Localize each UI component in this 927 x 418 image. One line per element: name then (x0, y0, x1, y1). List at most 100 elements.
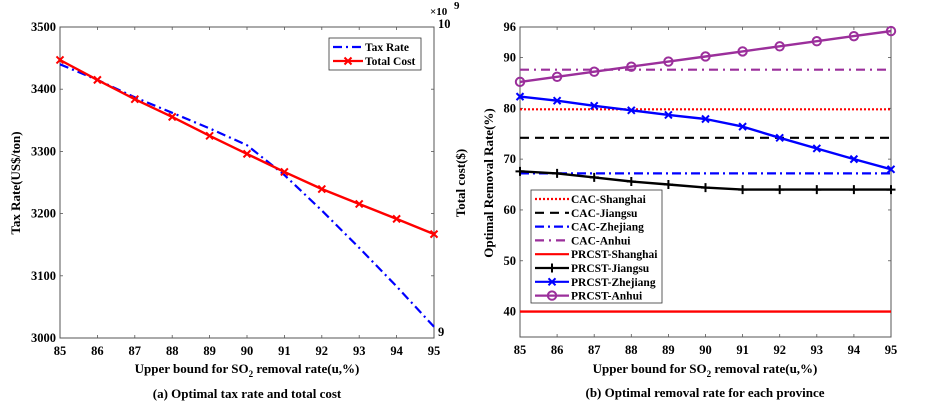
x-tick-label: 92 (773, 343, 786, 357)
legend-label: CAC-Zhejiang (571, 222, 644, 234)
chart-b-ylabel: Optimal Removal Rate(%) (481, 108, 496, 257)
data-point-marker (167, 112, 177, 122)
data-point-marker (775, 185, 785, 195)
legend-label: CAC-Shanghai (571, 194, 647, 206)
data-point-marker (812, 144, 822, 153)
x-tick-label: 92 (316, 344, 329, 358)
legend-entry: CAC-Jiangsu (535, 208, 638, 220)
data-point-marker (663, 180, 673, 190)
x-tick-label: 95 (885, 343, 898, 357)
x-tick-label: 87 (129, 344, 142, 358)
data-point-marker (552, 168, 562, 178)
chart-a-xlabel: Upper bound for SO2 removal rate(u,%) (135, 361, 360, 379)
chart-b-xlabel-prefix: Upper bound for SO (593, 361, 707, 376)
data-point-marker (552, 96, 562, 105)
data-point-marker (589, 101, 599, 110)
chart-a-plot-frame (59, 26, 435, 339)
chart-b-y-ticks: 40 50 60 70 80 90 96 (504, 20, 891, 319)
data-point-marker (589, 66, 600, 77)
data-point-marker (885, 25, 897, 37)
data-point-marker (55, 55, 65, 65)
legend-entry: PRCST-Zhejiang (535, 277, 656, 289)
chart-b-caption: (b) Optimal removal rate for each provin… (585, 385, 824, 400)
data-point-marker (738, 122, 747, 131)
series-tax-rate (59, 63, 435, 328)
chart-b-legend-box (530, 189, 663, 304)
y-tick-label: 3000 (31, 331, 56, 345)
data-point-marker (429, 229, 439, 239)
series-total-cost (55, 55, 439, 239)
data-point-marker (737, 46, 748, 57)
x-tick-label: 88 (625, 343, 638, 357)
x-tick-label: 86 (91, 344, 104, 358)
legend-marker (546, 290, 558, 301)
data-point-marker (626, 176, 636, 186)
legend-entry: CAC-Zhejiang (535, 222, 644, 234)
chart-b: 85 86 87 88 89 90 91 92 93 94 95 40 50 60 70 80 90 96 Op… (481, 20, 897, 400)
data-point-marker (811, 36, 822, 47)
data-point-marker (515, 166, 525, 176)
chart-b-legend: CAC-Shanghai CAC-Jiangsu CAC-ZhejiangCAC-A… (530, 189, 663, 304)
legend-marker (547, 277, 557, 287)
data-point-marker (551, 71, 563, 83)
x-tick-label: 89 (662, 343, 675, 357)
data-point-marker (701, 114, 710, 124)
y-tick-label: 70 (504, 152, 517, 166)
y-tick-label: 3500 (31, 20, 56, 34)
data-point-marker (848, 30, 860, 42)
data-point-marker (515, 92, 525, 101)
data-point-marker (664, 110, 673, 120)
series-line (519, 29, 892, 84)
x-tick-label: 94 (390, 344, 403, 358)
chart-b-xlabel-suffix: removal rate(u,%) (711, 361, 817, 376)
legend-entry: Total Cost (333, 56, 416, 68)
legend-label: PRCST-Jiangsu (571, 263, 650, 275)
data-point-marker (701, 183, 710, 193)
chart-a-y2label: Total cost($) (453, 149, 468, 218)
legend-marker (343, 56, 353, 66)
chart-a-legend-box (328, 37, 422, 71)
data-point-marker (280, 167, 289, 177)
chart-b-xlabel: Upper bound for SO2 removal rate(u,%) (593, 361, 818, 379)
data-point-marker (627, 106, 636, 115)
data-point-marker (354, 199, 364, 209)
series-line (59, 58, 435, 236)
chart-b-series (514, 25, 897, 313)
x-tick-label: 94 (848, 343, 861, 357)
data-point-marker (663, 56, 674, 67)
x-tick-label: 90 (699, 343, 712, 357)
chart-a-xlabel-sub: 2 (249, 369, 254, 379)
data-point-marker (242, 149, 252, 159)
data-point-marker (775, 133, 784, 142)
y-tick-label: 80 (504, 101, 517, 115)
chart-b-xlabel-sub: 2 (707, 369, 712, 379)
data-point-marker (738, 185, 748, 195)
y-tick-label: 3300 (31, 144, 56, 158)
legend-marker (547, 263, 557, 273)
series-line (519, 95, 892, 171)
y-tick-label: 90 (504, 50, 517, 64)
chart-a-x-ticks: 85 86 87 88 89 90 91 92 93 94 95 (54, 27, 441, 358)
chart-a-y2-exponent: 9 (454, 0, 460, 12)
chart-a-y-ticks: 3000 3100 3200 3300 3400 3500 (31, 20, 63, 345)
legend-entry: PRCST-Shanghai (535, 249, 658, 261)
x-tick-label: 88 (166, 344, 179, 358)
chart-b-x-ticks: 85 86 87 88 89 90 91 92 93 94 95 (514, 27, 898, 357)
legend-label: CAC-Anhui (571, 235, 631, 247)
y-tick-label: 40 (504, 305, 517, 319)
y-tick-label: 60 (504, 203, 517, 217)
chart-a-caption: (a) Optimal tax rate and total cost (153, 386, 342, 401)
series-prcst-jiangsu (515, 166, 896, 195)
legend-entry: PRCST-Jiangsu (535, 263, 650, 275)
x-tick-label: 93 (353, 344, 366, 358)
data-point-marker (589, 172, 599, 182)
y-tick-label: 96 (504, 20, 517, 34)
x-tick-label: 95 (428, 344, 441, 358)
y-tick-label: 50 (504, 254, 517, 268)
series-line (59, 63, 435, 328)
data-point-marker (93, 75, 102, 85)
x-tick-label: 85 (514, 343, 527, 357)
x-tick-label: 89 (203, 344, 216, 358)
data-point-marker (886, 165, 896, 174)
